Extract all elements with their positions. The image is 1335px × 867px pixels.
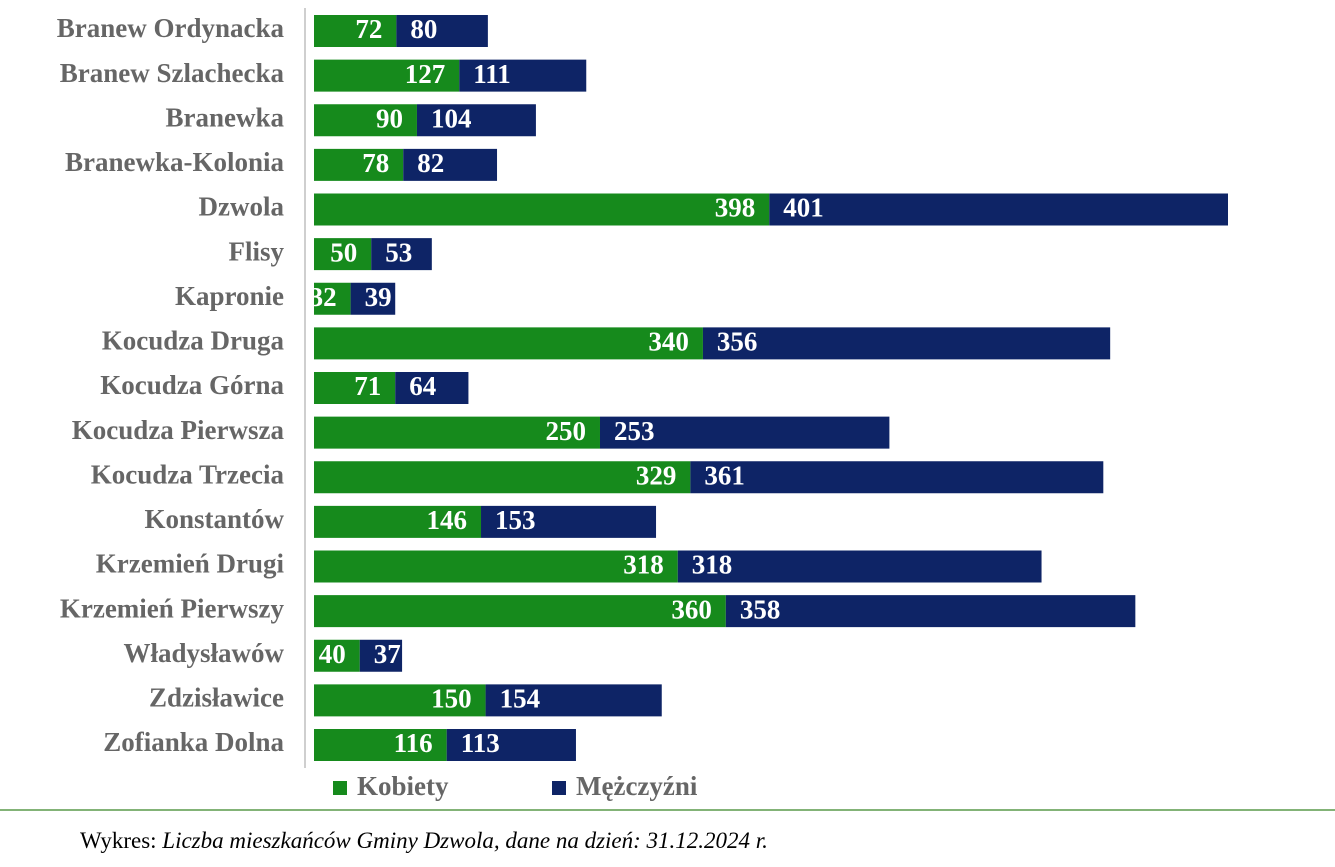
value-label: 53 — [385, 237, 412, 267]
value-label: 71 — [354, 371, 381, 401]
value-label: 90 — [376, 103, 403, 133]
value-label: 318 — [623, 550, 664, 580]
caption-label: Wykres: — [80, 828, 157, 853]
value-label: 146 — [427, 505, 468, 535]
bar-segment — [314, 595, 726, 628]
category-label: Kocudza Górna — [100, 370, 284, 400]
value-label: 340 — [648, 327, 689, 357]
category-label: Kocudza Druga — [102, 326, 285, 356]
bar-segment — [314, 372, 396, 404]
bar-segment — [769, 193, 1228, 226]
category-label: Dzwola — [199, 192, 285, 222]
category-label: Konstantów — [144, 504, 284, 534]
value-label: 39 — [365, 282, 392, 312]
value-label: 127 — [405, 59, 446, 89]
value-label: 50 — [330, 237, 357, 267]
value-label: 116 — [394, 728, 433, 758]
bar-segment — [677, 550, 1042, 583]
bar-segment — [314, 461, 691, 494]
value-label: 154 — [500, 684, 541, 714]
value-label: 318 — [692, 550, 733, 580]
bar-segment — [403, 148, 498, 181]
bar-segment — [725, 595, 1136, 628]
bar-segment — [314, 104, 417, 137]
category-label: Branewka — [165, 102, 284, 132]
bar-segment — [459, 59, 587, 92]
bar-segment — [314, 729, 447, 761]
bar-segment — [314, 59, 460, 92]
category-label: Kocudza Pierwsza — [72, 415, 285, 445]
value-label: 358 — [740, 594, 781, 624]
bar-segment — [359, 639, 403, 672]
value-label: 113 — [461, 728, 500, 758]
legend-label: Kobiety — [357, 771, 449, 801]
bar-segment — [314, 550, 678, 583]
category-label: Kapronie — [175, 281, 284, 311]
bar-segment — [371, 238, 432, 271]
bar-segment — [314, 639, 360, 672]
bar-segment — [599, 416, 890, 449]
bar-segment — [690, 461, 1104, 494]
category-label: Branewka-Kolonia — [65, 147, 285, 177]
category-label: Krzemień Drugi — [96, 549, 285, 579]
bar-segment — [481, 505, 657, 538]
bar-segment — [702, 327, 1111, 360]
bar-segment — [314, 148, 404, 181]
value-label: 32 — [310, 282, 337, 312]
value-label: 72 — [355, 14, 382, 44]
value-label: 253 — [614, 416, 655, 446]
value-label: 40 — [319, 639, 346, 669]
category-label: Zdzisławice — [149, 683, 284, 713]
bar-segment — [314, 282, 351, 315]
legend-swatch — [333, 781, 347, 795]
bar-segment — [395, 372, 469, 404]
category-label: Branew Szlachecka — [60, 58, 285, 88]
value-label: 250 — [545, 416, 586, 446]
bar-segment — [350, 282, 396, 315]
legend-label: Mężczyźni — [576, 771, 698, 801]
value-label: 329 — [636, 460, 677, 490]
caption: Wykres: Liczba mieszkańców Gminy Dzwola,… — [80, 828, 768, 853]
bar-segment — [446, 729, 576, 761]
value-label: 398 — [715, 193, 756, 223]
bar-segment — [314, 505, 482, 538]
bar-segment — [314, 193, 770, 226]
category-label: Władysławów — [123, 638, 284, 668]
value-label: 150 — [431, 684, 472, 714]
category-label: Branew Ordynacka — [57, 13, 285, 43]
value-label: 80 — [410, 14, 437, 44]
value-label: 401 — [783, 193, 824, 223]
value-label: 360 — [671, 594, 712, 624]
bar-segment — [314, 327, 703, 360]
caption-text: Liczba mieszkańców Gminy Dzwola, dane na… — [161, 828, 768, 853]
value-label: 153 — [495, 505, 536, 535]
value-label: 82 — [417, 148, 444, 178]
value-label: 356 — [717, 327, 758, 357]
category-label: Zofianka Dolna — [103, 727, 284, 757]
value-label: 361 — [704, 460, 745, 490]
category-label: Kocudza Trzecia — [91, 459, 285, 489]
bar-segment — [314, 15, 397, 47]
category-label: Krzemień Pierwszy — [60, 593, 285, 623]
value-label: 37 — [374, 639, 401, 669]
bar-segment — [314, 416, 600, 449]
bar-segment — [396, 15, 488, 47]
bar-segment — [485, 684, 662, 717]
legend-swatch — [552, 781, 566, 795]
value-label: 111 — [473, 59, 511, 89]
category-label: Flisy — [228, 236, 284, 266]
value-label: 104 — [431, 103, 472, 133]
bar-segment — [314, 238, 372, 271]
value-label: 64 — [409, 371, 436, 401]
bar-segment — [314, 684, 486, 717]
value-label: 78 — [362, 148, 389, 178]
bar-segment — [416, 104, 536, 137]
